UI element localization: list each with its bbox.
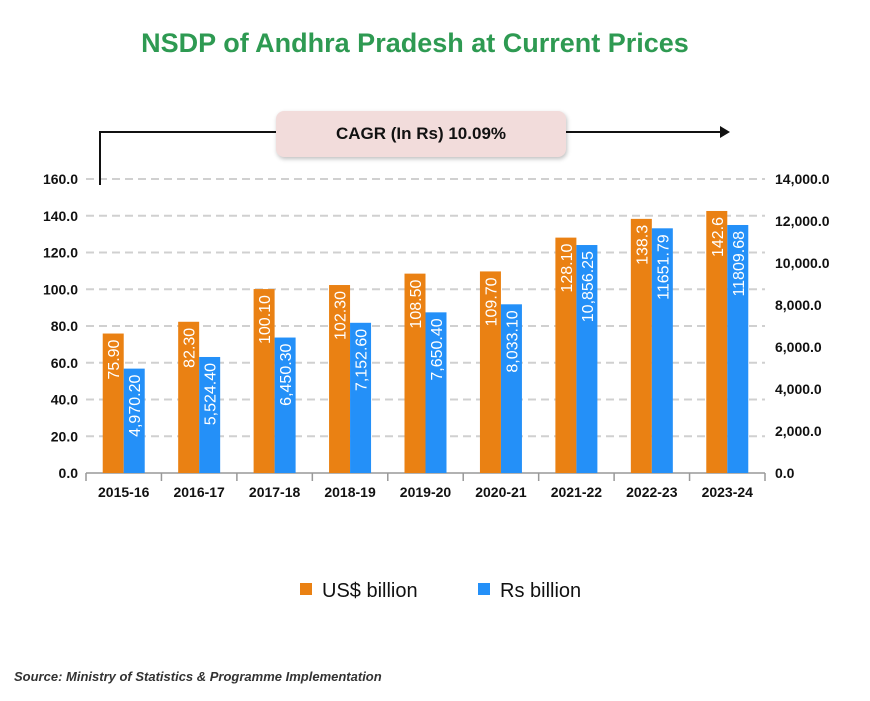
data-label: 8,033.10 bbox=[504, 310, 521, 372]
bar-rs bbox=[123, 368, 145, 473]
bar-rs bbox=[425, 312, 447, 473]
x-axis-category-label: 2022-23 bbox=[626, 484, 678, 500]
data-label: 138.3 bbox=[634, 225, 651, 265]
right-axis-tick-label: 4,000.0 bbox=[775, 381, 822, 397]
data-label: 109.70 bbox=[483, 277, 500, 326]
legend-swatch bbox=[300, 583, 312, 595]
left-axis-tick-label: 60.0 bbox=[51, 355, 78, 371]
left-axis-tick-label: 40.0 bbox=[51, 392, 78, 408]
left-axis-tick-label: 80.0 bbox=[51, 318, 78, 334]
data-label: 7,152.60 bbox=[354, 329, 371, 391]
data-label: 82.30 bbox=[182, 328, 199, 368]
bar-usd bbox=[630, 218, 652, 473]
bar-rs bbox=[651, 228, 673, 473]
bar-usd bbox=[706, 210, 728, 473]
legend-label: Rs billion bbox=[500, 580, 581, 602]
right-axis-tick-label: 10,000.0 bbox=[775, 255, 830, 271]
bar-usd bbox=[479, 271, 501, 473]
bar-usd bbox=[404, 273, 426, 473]
data-label: 102.30 bbox=[333, 291, 350, 340]
legend-label: US$ billion bbox=[322, 580, 418, 602]
data-label: 108.50 bbox=[408, 280, 425, 329]
bar-rs bbox=[274, 337, 296, 473]
left-axis-tick-label: 160.0 bbox=[43, 171, 78, 187]
bar-rs bbox=[350, 322, 372, 473]
data-label: 128.10 bbox=[559, 244, 576, 293]
data-label: 11651.79 bbox=[655, 234, 672, 300]
legend-swatch bbox=[478, 583, 490, 595]
bar-usd bbox=[555, 237, 577, 473]
cagr-annotation: CAGR (In Rs) 10.09% bbox=[276, 111, 566, 157]
right-axis-tick-label: 8,000.0 bbox=[775, 297, 822, 313]
data-label: 7,650.40 bbox=[429, 318, 446, 380]
data-label: 142.6 bbox=[710, 217, 727, 257]
bar-rs bbox=[576, 245, 598, 473]
x-axis-category-label: 2021-22 bbox=[551, 484, 603, 500]
data-label: 4,970.20 bbox=[127, 375, 144, 437]
bar-usd bbox=[329, 285, 351, 473]
left-axis-tick-label: 0.0 bbox=[59, 465, 79, 481]
right-axis-tick-label: 12,000.0 bbox=[775, 213, 830, 229]
x-axis-category-label: 2023-24 bbox=[702, 484, 754, 500]
bar-rs bbox=[727, 224, 749, 473]
left-axis-tick-label: 100.0 bbox=[43, 281, 78, 297]
data-label: 100.10 bbox=[257, 295, 274, 344]
bar-usd bbox=[253, 289, 275, 473]
arrow-head-icon bbox=[720, 126, 730, 138]
right-axis-tick-label: 2,000.0 bbox=[775, 423, 822, 439]
bar-usd bbox=[178, 321, 200, 473]
data-label: 5,524.40 bbox=[203, 363, 220, 425]
left-axis-tick-label: 20.0 bbox=[51, 428, 78, 444]
data-label: 10,856.25 bbox=[580, 251, 597, 322]
right-axis-tick-label: 0.0 bbox=[775, 465, 795, 481]
x-axis-category-label: 2018-19 bbox=[324, 484, 376, 500]
chart-title: NSDP of Andhra Pradesh at Current Prices bbox=[141, 28, 689, 58]
right-axis-tick-label: 14,000.0 bbox=[775, 171, 830, 187]
bar-usd bbox=[102, 333, 124, 473]
x-axis-category-label: 2016-17 bbox=[173, 484, 225, 500]
bar-rs bbox=[500, 304, 522, 473]
x-axis-category-label: 2017-18 bbox=[249, 484, 301, 500]
left-axis-tick-label: 120.0 bbox=[43, 245, 78, 261]
x-axis-category-label: 2015-16 bbox=[98, 484, 150, 500]
x-axis-category-label: 2019-20 bbox=[400, 484, 452, 500]
right-axis-tick-label: 6,000.0 bbox=[775, 339, 822, 355]
bar-rs bbox=[199, 356, 221, 473]
left-axis-tick-label: 140.0 bbox=[43, 208, 78, 224]
x-axis-category-label: 2020-21 bbox=[475, 484, 527, 500]
data-label: 6,450.30 bbox=[278, 343, 295, 405]
source-note: Source: Ministry of Statistics & Program… bbox=[14, 669, 382, 684]
data-label: 75.90 bbox=[106, 339, 123, 379]
data-label: 11809.68 bbox=[731, 231, 748, 297]
